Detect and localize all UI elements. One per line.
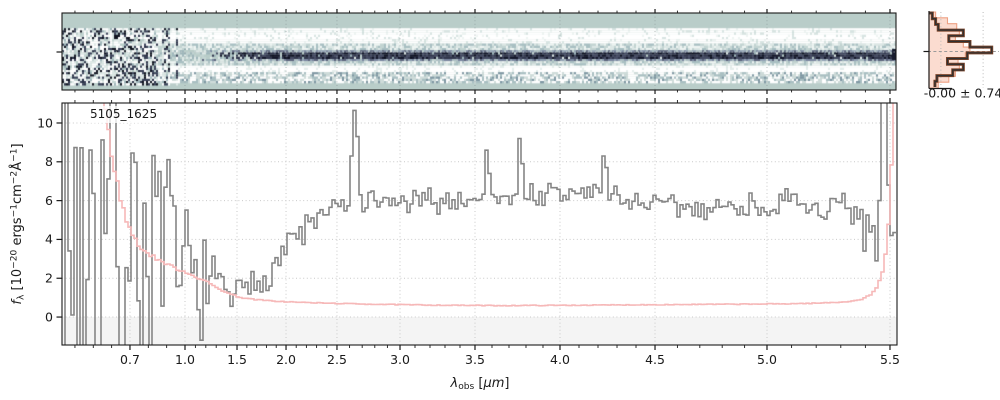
label-part: ]	[504, 375, 510, 391]
label-part: Å	[10, 161, 26, 171]
label-part: [	[474, 375, 484, 391]
label-part: −1	[9, 148, 20, 162]
noise-histogram-data-outline	[929, 11, 994, 87]
label-part: λ	[450, 375, 459, 391]
y-tick-label: 8	[45, 154, 53, 169]
y-tick-label: 6	[45, 193, 53, 208]
label-part: cm	[10, 184, 26, 204]
source-id-label: 5105_1625	[86, 106, 162, 123]
below-zero-shading	[62, 317, 897, 345]
label-part: λ	[16, 294, 27, 301]
x-axis-label: λobs [μm]	[450, 376, 509, 392]
label-part: μm	[483, 375, 505, 391]
label-part: [10	[10, 268, 26, 295]
x-tick-label: 4.0	[550, 352, 570, 367]
x-tick-label: 1.0	[175, 352, 195, 367]
x-tick-label: 5.5	[880, 352, 900, 367]
x-tick-label: 3.0	[390, 352, 410, 367]
label-part: f	[10, 300, 26, 305]
label-part: ergs	[10, 217, 26, 250]
y-tick-label: 0	[45, 309, 53, 324]
x-tick-label: 2.5	[327, 352, 347, 367]
x-tick-label: 3.5	[465, 352, 485, 367]
error-spectrum-line	[103, 103, 894, 307]
label-part: −1	[9, 204, 20, 218]
y-tick-label: 2	[45, 271, 53, 286]
label-part: obs	[458, 382, 475, 393]
y-axis-label: fλ [10−20 ergs−1cm−2Å−1]	[10, 143, 27, 304]
x-tick-label: 5.0	[757, 352, 777, 367]
noise-stats-annotation: -0.00 ± 0.74	[923, 85, 1000, 101]
y-tick-label: 4	[45, 232, 53, 247]
noise-histogram-data	[929, 12, 993, 87]
label-part: ]	[10, 143, 26, 149]
x-tick-label: 2.0	[276, 352, 296, 367]
label-part: −2	[9, 170, 20, 185]
x-tick-label: 1.5	[227, 352, 247, 367]
spectrum-2d-image	[62, 13, 896, 90]
y-tick-label: 10	[37, 115, 53, 130]
x-tick-label: 0.7	[120, 352, 140, 367]
label-part: −20	[9, 249, 20, 269]
x-tick-label: 4.5	[645, 352, 665, 367]
main-panel-border	[61, 102, 898, 346]
noise-histogram-model	[928, 11, 971, 89]
